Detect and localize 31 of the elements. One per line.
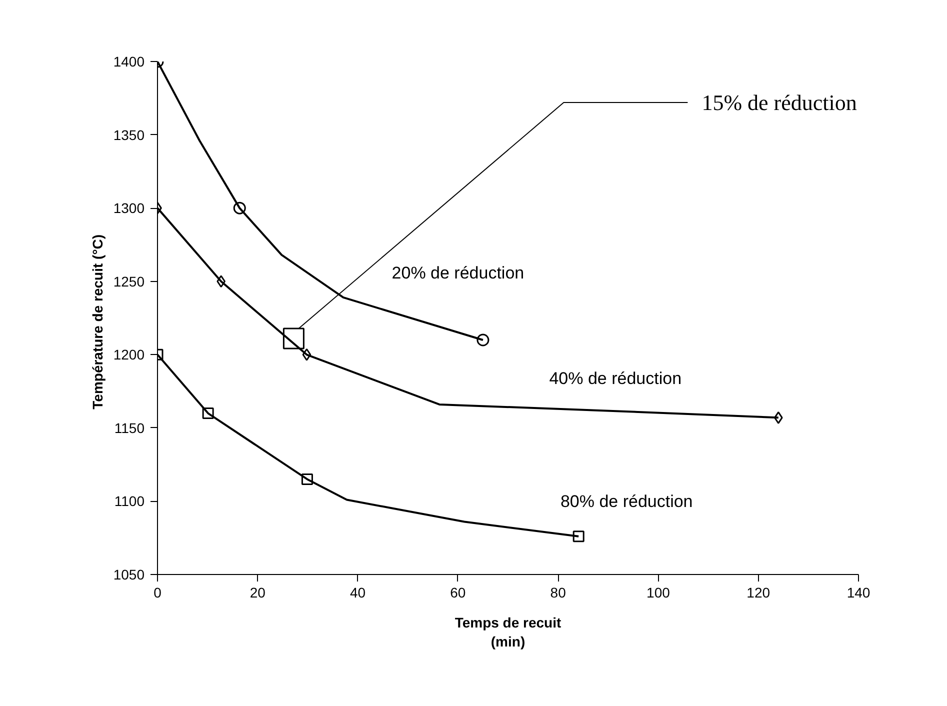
y-tick-label: 1100 — [114, 493, 145, 510]
y-tick-label: 1200 — [113, 346, 145, 363]
point — [476, 334, 490, 346]
point — [282, 328, 304, 350]
x-tick-label: 120 — [746, 584, 770, 600]
point — [572, 530, 584, 542]
point — [302, 348, 312, 361]
x-tick-label: 140 — [846, 584, 870, 600]
y-axis-title: Température de recuit (°C) — [89, 234, 106, 410]
x-tick-label: 40 — [350, 584, 366, 600]
y-tick-label: 1300 — [113, 200, 145, 216]
point — [301, 473, 313, 485]
x-tick-label: 0 — [154, 584, 162, 600]
y-tick-label: 1350 — [113, 126, 145, 143]
x-tick-label: 20 — [250, 584, 266, 600]
series-label: 20% de réduction — [392, 263, 524, 282]
y-tick-label: 1150 — [114, 420, 145, 436]
point — [216, 275, 226, 288]
series-label: 80% de réduction — [560, 492, 693, 511]
series-label: 40% de réduction — [549, 369, 682, 388]
text: 15% de réduction — [702, 90, 857, 116]
x-axis-title: Temps de recuit (min) — [454, 614, 562, 650]
y-tick-label: 1250 — [113, 273, 145, 290]
x-tick-label: 60 — [450, 584, 466, 600]
point — [774, 411, 783, 424]
y-tick-label: 1050 — [113, 566, 145, 582]
point — [202, 408, 214, 420]
x-tick-label: 100 — [646, 584, 670, 600]
point — [233, 202, 246, 214]
y-tick-label: 1400 — [113, 54, 145, 70]
x-tick-label: 80 — [550, 584, 566, 600]
